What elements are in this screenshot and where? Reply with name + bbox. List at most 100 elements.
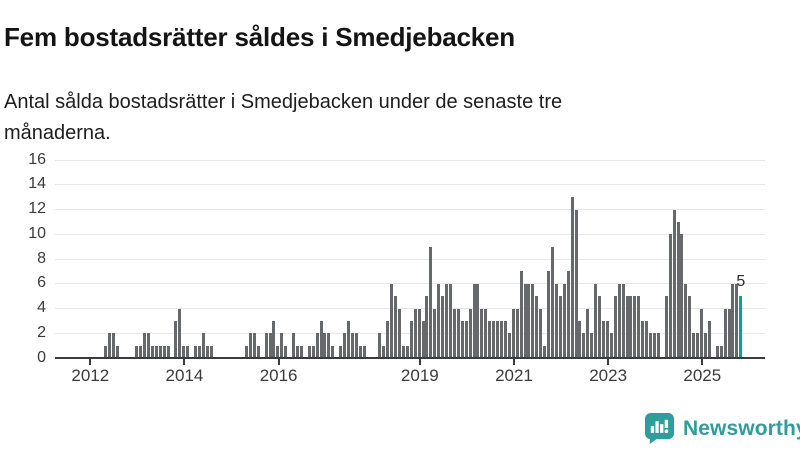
- bar: [523, 283, 527, 358]
- bar: [633, 296, 637, 358]
- bar: [586, 308, 590, 358]
- bar: [150, 345, 154, 358]
- bar: [476, 283, 480, 358]
- bar: [558, 296, 562, 358]
- bar: [684, 283, 688, 358]
- x-axis-label: 2019: [400, 366, 439, 385]
- bar: [103, 345, 107, 358]
- bar: [578, 320, 582, 358]
- bar: [566, 271, 570, 358]
- bar: [433, 308, 437, 358]
- bar: [378, 333, 382, 358]
- gridline: [55, 308, 765, 309]
- x-axis-line: [55, 357, 765, 359]
- bar: [511, 308, 515, 358]
- bar: [319, 320, 323, 358]
- bar: [276, 345, 280, 358]
- bar: [613, 296, 617, 358]
- bar: [547, 271, 551, 358]
- bar: [629, 296, 633, 358]
- bar: [723, 308, 727, 358]
- bar: [339, 345, 343, 358]
- bar: [413, 308, 417, 358]
- x-axis-tick: [607, 359, 610, 365]
- gridline: [55, 258, 765, 260]
- bar: [598, 296, 602, 358]
- bar: [299, 345, 303, 358]
- x-axis-tick: [89, 359, 92, 365]
- y-axis-label: 14: [28, 175, 46, 193]
- x-axis-tick: [277, 359, 280, 365]
- bar: [460, 320, 464, 358]
- bar: [186, 345, 190, 358]
- bar: [464, 320, 468, 358]
- y-axis-label: 8: [37, 249, 46, 267]
- bar: [182, 345, 186, 358]
- x-axis-tick: [512, 359, 515, 365]
- bar: [452, 308, 456, 358]
- bar: [649, 333, 653, 358]
- bar: [605, 320, 609, 358]
- y-axis-label: 2: [37, 323, 46, 341]
- bar: [347, 320, 350, 358]
- bar: [315, 333, 319, 358]
- bar: [441, 296, 445, 358]
- bar: [656, 333, 660, 358]
- bar: [146, 333, 150, 358]
- bar: [409, 320, 413, 358]
- bar: [135, 345, 139, 358]
- bar: [405, 345, 409, 358]
- bar: [543, 345, 547, 358]
- bar: [280, 333, 284, 358]
- bar: [166, 345, 170, 358]
- gridline: [55, 233, 765, 235]
- bar: [731, 283, 735, 358]
- bar: [609, 333, 613, 358]
- y-axis-label: 12: [28, 200, 46, 217]
- bar: [401, 345, 405, 358]
- x-axis-label: 2016: [259, 366, 298, 385]
- bar: [488, 320, 492, 358]
- bar: [327, 333, 331, 358]
- bar: [707, 320, 711, 358]
- bar: [696, 333, 700, 358]
- bar: [350, 333, 354, 358]
- bar: [449, 283, 452, 358]
- gridline: [55, 159, 765, 161]
- newsworthy-brand-name: Newsworthy: [683, 416, 800, 440]
- bar: [197, 345, 201, 358]
- bar: [507, 333, 511, 358]
- bar: [139, 345, 143, 358]
- bar: [158, 345, 162, 358]
- bar: [503, 320, 507, 358]
- bar: [692, 333, 696, 358]
- bar: [641, 320, 645, 358]
- bar: [668, 234, 672, 358]
- bar: [292, 333, 296, 358]
- bar: [398, 308, 401, 358]
- bar: [519, 271, 523, 358]
- bar: [394, 296, 398, 358]
- bar: [484, 308, 488, 358]
- bar: [201, 333, 205, 358]
- bar: [550, 246, 554, 358]
- bar: [143, 333, 146, 358]
- bar: [425, 296, 429, 358]
- bar: [535, 296, 539, 358]
- bar: [194, 345, 197, 358]
- bar: [268, 333, 272, 358]
- bar: [178, 308, 182, 358]
- bar: [703, 333, 707, 358]
- newsworthy-logo-icon: [644, 412, 675, 445]
- bar: [664, 296, 668, 358]
- bar: [715, 345, 719, 358]
- bar: [468, 308, 472, 358]
- bar: [727, 308, 731, 358]
- bar: [437, 283, 441, 358]
- bar: [574, 209, 578, 358]
- bar: [700, 308, 704, 358]
- x-axis-tick: [183, 359, 186, 365]
- bar: [637, 296, 641, 358]
- bar: [645, 320, 649, 358]
